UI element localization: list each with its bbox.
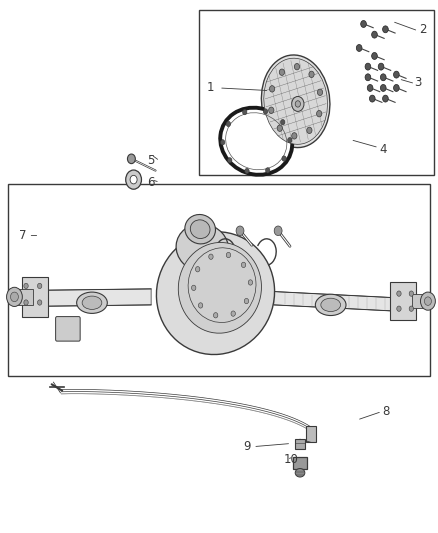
Circle shape — [309, 71, 314, 77]
Circle shape — [274, 226, 282, 236]
Circle shape — [380, 74, 386, 80]
Text: 9: 9 — [244, 440, 251, 453]
Text: 7: 7 — [19, 229, 27, 242]
Circle shape — [370, 95, 375, 102]
Circle shape — [371, 53, 377, 59]
Ellipse shape — [185, 214, 215, 244]
Circle shape — [294, 63, 300, 70]
Text: 1: 1 — [206, 82, 214, 94]
Ellipse shape — [321, 298, 341, 311]
Text: 8: 8 — [382, 405, 389, 418]
Bar — [13, 289, 33, 305]
Bar — [412, 294, 429, 308]
Ellipse shape — [176, 224, 229, 272]
Bar — [8, 184, 430, 376]
Circle shape — [7, 287, 22, 306]
Bar — [295, 439, 305, 449]
Circle shape — [191, 285, 196, 290]
Circle shape — [226, 252, 231, 257]
Circle shape — [365, 63, 371, 70]
Circle shape — [307, 127, 312, 134]
Circle shape — [288, 138, 292, 143]
Ellipse shape — [178, 243, 261, 333]
Circle shape — [365, 74, 371, 80]
Ellipse shape — [295, 101, 300, 107]
Circle shape — [282, 156, 286, 161]
Circle shape — [318, 89, 323, 95]
Circle shape — [424, 297, 431, 305]
FancyBboxPatch shape — [56, 317, 80, 341]
Circle shape — [380, 84, 386, 92]
Text: 2: 2 — [419, 23, 427, 36]
Ellipse shape — [156, 232, 275, 354]
Circle shape — [383, 26, 389, 33]
Ellipse shape — [264, 58, 328, 144]
Circle shape — [420, 292, 435, 310]
Text: 4: 4 — [379, 143, 387, 156]
Circle shape — [243, 109, 247, 115]
Ellipse shape — [77, 292, 107, 313]
Circle shape — [317, 110, 322, 117]
Circle shape — [24, 300, 28, 305]
Circle shape — [220, 140, 225, 145]
Bar — [22, 277, 48, 317]
Circle shape — [127, 154, 135, 164]
Circle shape — [397, 306, 401, 311]
Circle shape — [383, 95, 389, 102]
Circle shape — [245, 168, 249, 174]
Ellipse shape — [292, 96, 304, 111]
Ellipse shape — [191, 220, 210, 239]
Circle shape — [11, 292, 18, 302]
Circle shape — [367, 84, 373, 92]
Circle shape — [393, 71, 399, 78]
Circle shape — [38, 300, 42, 305]
Circle shape — [265, 168, 270, 173]
Circle shape — [130, 175, 137, 184]
Circle shape — [248, 280, 253, 285]
Bar — [306, 426, 316, 442]
Circle shape — [241, 262, 246, 268]
Circle shape — [24, 283, 28, 288]
Circle shape — [378, 63, 384, 70]
Circle shape — [263, 109, 268, 114]
Bar — [199, 10, 434, 175]
Text: 5: 5 — [148, 155, 155, 167]
Circle shape — [268, 107, 274, 114]
Circle shape — [195, 266, 200, 272]
Ellipse shape — [261, 55, 330, 148]
Circle shape — [209, 254, 213, 260]
Circle shape — [292, 133, 297, 139]
Bar — [390, 282, 416, 320]
Bar — [293, 457, 307, 469]
Circle shape — [360, 20, 366, 27]
Circle shape — [371, 31, 377, 38]
Circle shape — [213, 313, 218, 318]
Polygon shape — [24, 289, 151, 306]
Circle shape — [231, 311, 235, 316]
Ellipse shape — [220, 108, 292, 175]
Ellipse shape — [82, 296, 102, 309]
Circle shape — [280, 119, 285, 125]
Circle shape — [126, 170, 141, 189]
Circle shape — [393, 84, 399, 92]
Circle shape — [356, 45, 362, 51]
Ellipse shape — [295, 469, 305, 477]
Circle shape — [198, 303, 203, 308]
Circle shape — [409, 306, 413, 311]
Text: 10: 10 — [284, 453, 299, 466]
Circle shape — [409, 291, 413, 296]
Circle shape — [38, 283, 42, 288]
Circle shape — [244, 298, 249, 304]
Circle shape — [236, 226, 244, 236]
Circle shape — [228, 158, 232, 163]
Circle shape — [277, 125, 283, 132]
Circle shape — [226, 121, 230, 126]
Polygon shape — [274, 292, 410, 312]
Circle shape — [397, 291, 401, 296]
Circle shape — [269, 86, 275, 92]
Ellipse shape — [315, 294, 346, 316]
Text: 3: 3 — [415, 76, 422, 89]
Text: 6: 6 — [147, 176, 155, 189]
Circle shape — [279, 69, 285, 75]
